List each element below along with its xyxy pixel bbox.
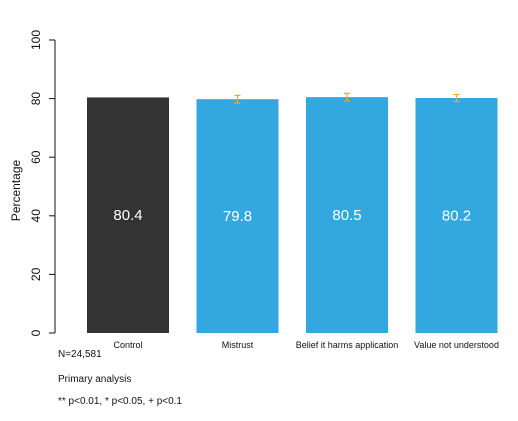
- x-axis-labels: Control Mistrust Belief it harms applicati…: [113, 340, 498, 350]
- y-tick-label: 60: [29, 150, 43, 164]
- bars-group: 80.4 79.8 80.5 80.2: [87, 92, 498, 333]
- y-tick-label: 0: [29, 329, 43, 336]
- y-tick-label: 40: [29, 209, 43, 223]
- bar: [306, 97, 388, 333]
- y-tick-label: 80: [29, 92, 43, 106]
- y-tick-label: 100: [29, 30, 43, 50]
- y-axis-label: Percentage: [9, 159, 23, 221]
- x-category-label: Mistrust: [222, 340, 254, 350]
- y-axis: 0 20 40 60 80 100 Percentage: [9, 30, 56, 336]
- x-category-label: Value not understood: [414, 340, 499, 350]
- x-category-label: Control: [113, 340, 142, 350]
- sample-size-note: N=24,581: [58, 349, 102, 360]
- significance-note: ** p<0.01, * p<0.05, + p<0.1: [58, 396, 182, 407]
- bar: [87, 97, 169, 333]
- x-category-label: Belief it harms application: [296, 340, 399, 350]
- bar-data-label: 80.4: [113, 207, 142, 224]
- y-tick-label: 20: [29, 267, 43, 281]
- bar: [196, 99, 279, 333]
- bar: [415, 98, 498, 333]
- analysis-note: Primary analysis: [58, 374, 132, 385]
- bar-data-label: 80.2: [442, 208, 471, 225]
- bar-data-label: 79.8: [223, 208, 252, 225]
- bar-data-label: 80.5: [332, 207, 361, 224]
